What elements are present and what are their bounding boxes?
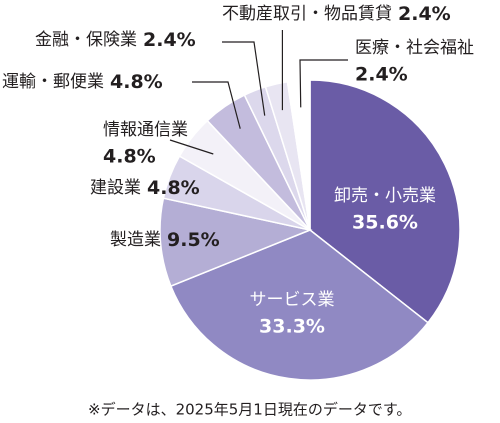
slice-label: サービス業 bbox=[250, 290, 335, 310]
slice-label: 情報通信業 bbox=[103, 120, 188, 140]
slice-label: 建設業 bbox=[90, 178, 141, 198]
pie-slice bbox=[286, 79, 311, 231]
slice-value: 4.8% bbox=[147, 177, 200, 199]
pie-slice bbox=[169, 229, 429, 381]
slice-label: 製造業 bbox=[110, 230, 161, 250]
slice-value: 2.4% bbox=[143, 29, 196, 51]
pie-slice bbox=[309, 79, 461, 324]
slice-value: 4.8% bbox=[103, 146, 156, 168]
slice-label: 医療・社会福祉 bbox=[355, 38, 474, 58]
leader-line bbox=[169, 139, 214, 155]
leader-line bbox=[192, 81, 241, 129]
slice-label: 不動産取引・物品賃貸 bbox=[222, 4, 392, 24]
slice-label-group: 建設業 4.8% bbox=[90, 177, 200, 199]
slice-label-group: 運輸・郵便業 4.8% bbox=[2, 71, 163, 93]
footnote: ※データは、2025年5月1日現在のデータです。 bbox=[88, 401, 411, 419]
slice-value: 9.5% bbox=[167, 229, 220, 251]
slice-value: 2.4% bbox=[398, 3, 451, 25]
slice-value: 2.4% bbox=[355, 64, 408, 86]
leader-line bbox=[299, 59, 348, 108]
slice-label-group: 金融・保険業 2.4% bbox=[35, 29, 196, 51]
slice-label: 運輸・郵便業 bbox=[2, 72, 104, 92]
slice-label: 卸売・小売業 bbox=[334, 186, 436, 206]
pie-slice bbox=[159, 197, 313, 288]
slice-label-group: 製造業 9.5% bbox=[110, 229, 220, 251]
leader-line bbox=[222, 41, 266, 116]
slice-label-group: 不動産取引・物品賃貸 2.4% bbox=[222, 3, 451, 25]
slice-value: 33.3% bbox=[259, 316, 325, 338]
slice-label: 金融・保険業 bbox=[35, 30, 137, 50]
slice-value: 35.6% bbox=[352, 212, 418, 234]
slice-value: 4.8% bbox=[110, 71, 163, 93]
